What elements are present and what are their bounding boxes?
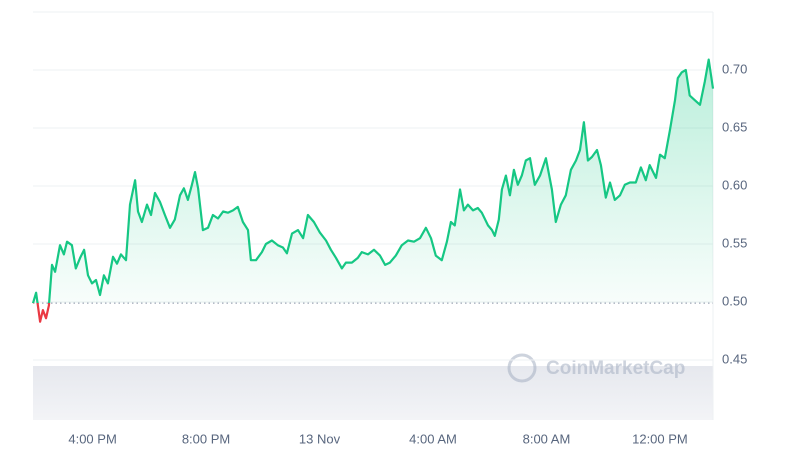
volume-band: [33, 366, 713, 420]
x-tick-label: 8:00 PM: [182, 431, 230, 446]
y-tick-label: 0.50: [722, 293, 747, 308]
watermark: CoinMarketCap: [507, 353, 685, 383]
x-tick-label: 8:00 AM: [523, 431, 571, 446]
y-tick-label: 0.55: [722, 235, 747, 250]
watermark-logo: [507, 353, 537, 383]
x-tick-label: 13 Nov: [299, 431, 341, 446]
x-tick-label: 4:00 PM: [68, 431, 116, 446]
price-line: [31, 58, 715, 323]
y-tick-label: 0.70: [722, 61, 747, 76]
watermark-text: CoinMarketCap: [546, 358, 685, 379]
x-tick-label: 4:00 AM: [409, 431, 457, 446]
price-area: [33, 59, 713, 304]
y-tick-label: 0.60: [722, 177, 747, 192]
x-tick-label: 12:00 PM: [632, 431, 688, 446]
y-tick-label: 0.65: [722, 119, 747, 134]
y-tick-label: 0.45: [722, 351, 747, 366]
